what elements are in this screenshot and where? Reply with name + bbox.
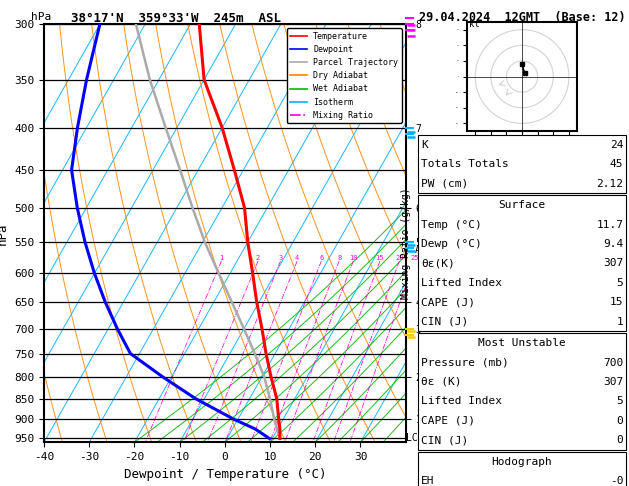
Text: 5: 5 (616, 397, 623, 406)
Text: 1: 1 (616, 317, 623, 327)
Text: 307: 307 (603, 377, 623, 387)
Text: 2.12: 2.12 (596, 179, 623, 189)
Text: 11.7: 11.7 (596, 220, 623, 229)
Text: CIN (J): CIN (J) (421, 317, 468, 327)
Text: 29.04.2024  12GMT  (Base: 12): 29.04.2024 12GMT (Base: 12) (419, 11, 625, 24)
Text: 15: 15 (610, 297, 623, 307)
Text: CIN (J): CIN (J) (421, 435, 468, 445)
Text: CAPE (J): CAPE (J) (421, 416, 475, 426)
Text: 25: 25 (411, 255, 419, 261)
Text: 8: 8 (337, 255, 342, 261)
Text: 0: 0 (616, 435, 623, 445)
Text: CAPE (J): CAPE (J) (421, 297, 475, 307)
Text: 2: 2 (256, 255, 260, 261)
Text: 6: 6 (319, 255, 323, 261)
Text: Temp (°C): Temp (°C) (421, 220, 482, 229)
Text: hPa: hPa (31, 12, 52, 22)
Text: Surface: Surface (498, 200, 546, 210)
Text: Dewp (°C): Dewp (°C) (421, 239, 482, 249)
Text: 15: 15 (376, 255, 384, 261)
Text: LCL: LCL (406, 434, 423, 444)
Text: PW (cm): PW (cm) (421, 179, 468, 189)
Text: Mixing Ratio (g/kg): Mixing Ratio (g/kg) (401, 187, 411, 299)
Text: Most Unstable: Most Unstable (478, 338, 566, 348)
Text: K: K (421, 140, 428, 150)
Text: 0: 0 (616, 416, 623, 426)
X-axis label: Dewpoint / Temperature (°C): Dewpoint / Temperature (°C) (124, 468, 326, 481)
Text: Lifted Index: Lifted Index (421, 278, 502, 288)
Text: 38°17'N  359°33'W  245m  ASL: 38°17'N 359°33'W 245m ASL (71, 12, 281, 25)
Text: 5: 5 (616, 278, 623, 288)
Text: 24: 24 (610, 140, 623, 150)
Text: Hodograph: Hodograph (492, 457, 552, 467)
Legend: Temperature, Dewpoint, Parcel Trajectory, Dry Adiabat, Wet Adiabat, Isotherm, Mi: Temperature, Dewpoint, Parcel Trajectory… (287, 29, 401, 123)
Text: 45: 45 (610, 159, 623, 169)
Text: 3: 3 (279, 255, 282, 261)
Text: Totals Totals: Totals Totals (421, 159, 509, 169)
Text: 20: 20 (395, 255, 404, 261)
Text: 307: 307 (603, 259, 623, 268)
Y-axis label: km
ASL: km ASL (415, 233, 433, 255)
Text: 10: 10 (349, 255, 357, 261)
Text: 1: 1 (220, 255, 223, 261)
Text: θε (K): θε (K) (421, 377, 461, 387)
Text: Lifted Index: Lifted Index (421, 397, 502, 406)
Text: 4: 4 (295, 255, 299, 261)
Text: 700: 700 (603, 358, 623, 367)
Text: EH: EH (421, 476, 434, 486)
Text: θε(K): θε(K) (421, 259, 455, 268)
Text: © weatheronline.co.uk: © weatheronline.co.uk (460, 470, 584, 480)
Text: Pressure (mb): Pressure (mb) (421, 358, 509, 367)
Y-axis label: hPa: hPa (0, 222, 9, 244)
Text: 9.4: 9.4 (603, 239, 623, 249)
Text: kt: kt (469, 19, 480, 29)
Text: -0: -0 (610, 476, 623, 486)
